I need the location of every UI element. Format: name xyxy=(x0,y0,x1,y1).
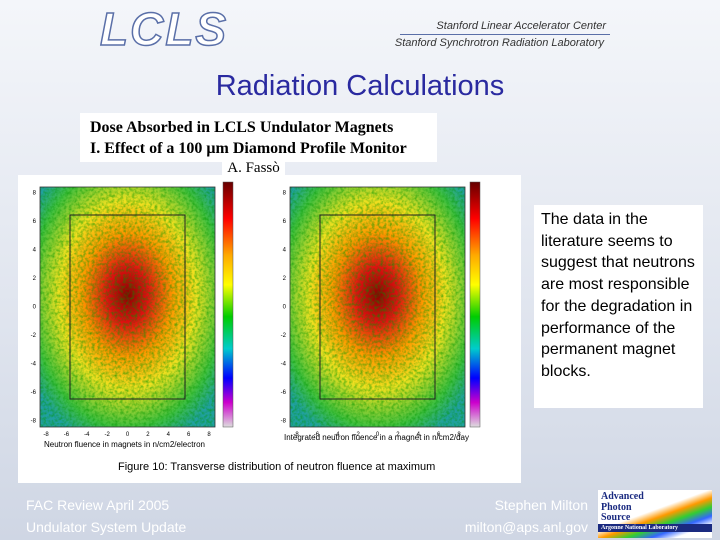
x-tick-label: 6 xyxy=(437,432,441,438)
footer-text: FAC Review April 2005 xyxy=(26,497,170,513)
x-tick-label: 0 xyxy=(126,432,130,438)
x-tick-label: -6 xyxy=(314,432,320,438)
y-tick-label: 6 xyxy=(283,219,287,225)
slide-title: Radiation Calculations xyxy=(215,70,505,102)
x-tick-label: -4 xyxy=(334,432,340,438)
x-tick-label: -6 xyxy=(64,432,70,438)
x-tick-label: 6 xyxy=(187,432,191,438)
magnet-outline xyxy=(319,214,436,400)
x-tick-label: 8 xyxy=(207,432,211,438)
y-tick-label: 4 xyxy=(33,248,37,254)
logo-line: Photon xyxy=(601,501,632,513)
y-tick-label: -2 xyxy=(31,333,37,339)
y-tick-label: -4 xyxy=(281,362,287,368)
x-tick-label: 2 xyxy=(396,432,400,438)
heatmap-texture xyxy=(40,187,215,427)
author: A. Fassò xyxy=(222,160,285,176)
footer-text: milton@aps.anl.gov xyxy=(464,519,588,535)
colorbar xyxy=(222,181,234,428)
y-tick-label: 6 xyxy=(33,219,37,225)
y-tick-label: -2 xyxy=(281,333,287,339)
x-tick-label: -2 xyxy=(354,432,360,438)
y-tick-label: -8 xyxy=(31,419,37,425)
rule xyxy=(400,34,610,35)
x-tick-label: -2 xyxy=(104,432,110,438)
aps-logo: Advanced Photon Source Argonne National … xyxy=(598,490,712,538)
y-tick-label: 0 xyxy=(283,305,287,311)
x-tick-label: 4 xyxy=(167,432,171,438)
x-tick-label: -8 xyxy=(293,432,299,438)
y-tick-label: -4 xyxy=(31,362,37,368)
x-tick-label: 4 xyxy=(417,432,421,438)
y-tick-label: 4 xyxy=(283,248,287,254)
y-tick-label: -6 xyxy=(281,390,287,396)
panel-caption: Integrated neutron fluence in a magnet i… xyxy=(284,433,469,442)
x-tick-label: 0 xyxy=(376,432,380,438)
y-tick-label: 0 xyxy=(33,305,37,311)
figure: 8 6 4 2 0 -2 -4 -6 -8 -8 -6 -4 -2 0 2 4 6 8 8 6 4 2 0 -2 -4 -6 -8 -… xyxy=(18,175,521,483)
x-tick-label: -8 xyxy=(43,432,49,438)
y-tick-label: 8 xyxy=(283,191,287,197)
y-tick-label: -8 xyxy=(281,419,287,425)
y-tick-label: 2 xyxy=(33,276,37,282)
plot-frame xyxy=(289,186,466,428)
panel-caption: Neutron fluence in magnets in n/cm2/elec… xyxy=(44,440,205,449)
footer-text: Stephen Milton xyxy=(494,497,588,513)
heading-line: I. Effect of a 100 μm Diamond Profile Mo… xyxy=(90,140,407,157)
lcls-logo: LCLS xyxy=(99,2,229,56)
heading-line: Dose Absorbed in LCLS Undulator Magnets xyxy=(90,119,394,136)
logo-line: Argonne National Laboratory xyxy=(598,523,712,532)
y-tick-label: 8 xyxy=(33,191,37,197)
figure-heading: Dose Absorbed in LCLS Undulator Magnets I… xyxy=(80,113,437,162)
heatmap-texture xyxy=(290,187,465,427)
magnet-outline xyxy=(69,214,186,400)
note-box: The data in the literature seems to sugg… xyxy=(534,205,703,408)
lab-name: Stanford Linear Accelerator Center xyxy=(436,20,606,32)
colorbar xyxy=(469,181,481,428)
x-tick-label: -4 xyxy=(84,432,90,438)
x-tick-label: 2 xyxy=(146,432,150,438)
y-tick-label: 2 xyxy=(283,276,287,282)
lab-name: Stanford Synchrotron Radiation Laborator… xyxy=(394,37,604,49)
x-tick-label: 8 xyxy=(457,432,461,438)
logo-line: Source xyxy=(601,512,631,523)
plot-frame xyxy=(39,186,216,428)
figure-caption: Figure 10: Transverse distribution of ne… xyxy=(118,461,435,473)
footer-text: Undulator System Update xyxy=(26,519,187,535)
logo-line: Advanced xyxy=(601,491,644,502)
y-tick-label: -6 xyxy=(31,390,37,396)
